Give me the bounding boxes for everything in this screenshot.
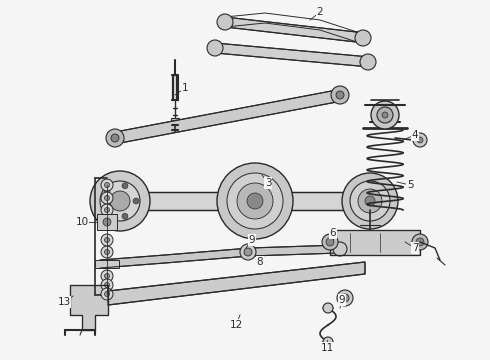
Circle shape: [104, 207, 109, 212]
Circle shape: [122, 213, 128, 219]
Circle shape: [382, 112, 388, 118]
Text: 10: 10: [75, 217, 89, 227]
Text: 9: 9: [249, 235, 255, 245]
Circle shape: [104, 207, 110, 213]
Bar: [97, 214, 117, 230]
Polygon shape: [172, 75, 178, 100]
Circle shape: [355, 30, 371, 46]
Polygon shape: [70, 285, 108, 330]
Circle shape: [217, 163, 293, 239]
Text: 5: 5: [407, 180, 413, 190]
Circle shape: [358, 189, 382, 213]
Text: 7: 7: [412, 243, 418, 253]
Polygon shape: [225, 17, 365, 43]
Circle shape: [104, 189, 110, 195]
Circle shape: [337, 290, 353, 306]
Circle shape: [101, 179, 113, 191]
Circle shape: [244, 248, 252, 256]
Circle shape: [101, 204, 113, 216]
Circle shape: [227, 173, 283, 229]
Circle shape: [106, 129, 124, 147]
Circle shape: [104, 249, 109, 255]
Circle shape: [326, 238, 334, 246]
Circle shape: [217, 14, 233, 30]
Circle shape: [417, 137, 423, 143]
Circle shape: [122, 183, 128, 189]
Polygon shape: [100, 245, 340, 268]
Circle shape: [104, 238, 109, 243]
Circle shape: [104, 274, 109, 279]
Circle shape: [323, 337, 333, 347]
Circle shape: [104, 292, 109, 297]
Circle shape: [207, 40, 223, 56]
Circle shape: [101, 192, 113, 204]
Circle shape: [371, 101, 399, 129]
Circle shape: [416, 238, 424, 246]
Circle shape: [342, 173, 398, 229]
Text: 4: 4: [412, 130, 418, 140]
Circle shape: [104, 183, 109, 188]
Bar: [95, 260, 119, 268]
Text: 8: 8: [257, 257, 263, 267]
Circle shape: [101, 279, 113, 291]
Circle shape: [413, 133, 427, 147]
Circle shape: [377, 107, 393, 123]
Circle shape: [104, 195, 109, 201]
Text: 1: 1: [182, 83, 188, 93]
Text: 3: 3: [265, 178, 271, 188]
Circle shape: [341, 294, 349, 302]
Polygon shape: [171, 118, 179, 125]
Polygon shape: [108, 192, 390, 210]
Circle shape: [247, 193, 263, 209]
Circle shape: [101, 234, 113, 246]
Circle shape: [101, 246, 113, 258]
Circle shape: [350, 181, 390, 221]
Text: 6: 6: [330, 228, 336, 238]
Circle shape: [103, 218, 111, 226]
Circle shape: [240, 244, 256, 260]
Polygon shape: [330, 230, 420, 255]
Circle shape: [101, 288, 113, 300]
Text: 11: 11: [320, 343, 334, 353]
Text: 9: 9: [339, 295, 345, 305]
Circle shape: [331, 86, 349, 104]
Circle shape: [412, 234, 428, 250]
Circle shape: [101, 270, 113, 282]
Circle shape: [100, 181, 140, 221]
Circle shape: [111, 134, 119, 142]
Text: 12: 12: [229, 320, 243, 330]
Circle shape: [90, 171, 150, 231]
Text: 2: 2: [317, 7, 323, 17]
Polygon shape: [115, 89, 342, 144]
Circle shape: [237, 183, 273, 219]
Circle shape: [104, 283, 109, 288]
Circle shape: [365, 196, 375, 206]
Circle shape: [336, 91, 344, 99]
Circle shape: [333, 242, 347, 256]
Polygon shape: [108, 262, 365, 305]
Circle shape: [360, 54, 376, 70]
Circle shape: [110, 191, 130, 211]
Text: 13: 13: [57, 297, 71, 307]
Circle shape: [133, 198, 139, 204]
Polygon shape: [215, 43, 370, 67]
Circle shape: [323, 303, 333, 313]
Circle shape: [322, 234, 338, 250]
